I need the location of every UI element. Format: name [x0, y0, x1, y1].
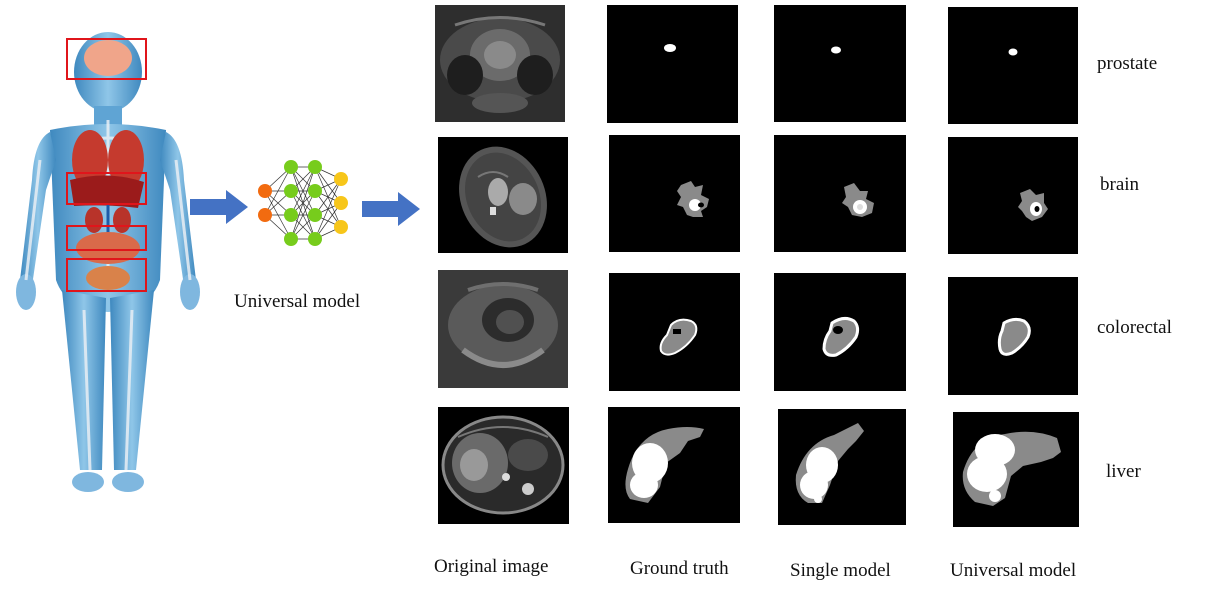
universal-model-liver: [953, 412, 1079, 527]
ground-truth-brain: [609, 135, 740, 252]
organ-label-colorectal: colorectal: [1097, 317, 1172, 338]
column-label-single-model: Single model: [790, 560, 891, 581]
single-model-prostate: [774, 5, 906, 122]
single-model-colorectal: [774, 273, 906, 391]
brain-organ: [84, 40, 132, 76]
column-label-universal-model: Universal model: [950, 560, 1077, 581]
original-image-prostate: [435, 5, 565, 122]
universal-model-colorectal: [948, 277, 1078, 395]
liver-organ: [70, 175, 144, 208]
organ-label-brain: brain: [1100, 174, 1140, 195]
original-image-colorectal: [438, 270, 568, 388]
column-label-ground-truth: Ground truth: [630, 558, 729, 579]
highlight-box-brain: [66, 38, 147, 80]
neural-network-icon: [258, 160, 348, 246]
lungs-organ: [72, 130, 108, 190]
model-label: Universal model: [234, 291, 361, 312]
pelvis-organ: [86, 266, 130, 290]
highlight-box-abdomen: [66, 172, 147, 205]
highlight-box-pelvis: [66, 258, 147, 292]
intestine-organ: [76, 232, 140, 264]
column-label-original: Original image: [434, 556, 549, 577]
organ-label-liver: liver: [1106, 461, 1141, 482]
organ-label-prostate: prostate: [1097, 53, 1158, 74]
arrow-to-model: [190, 190, 248, 224]
ground-truth-prostate: [607, 5, 738, 123]
original-image-liver: [438, 407, 569, 524]
universal-model-brain: [948, 137, 1078, 254]
single-model-liver: [778, 409, 906, 525]
human-body-figure: [16, 32, 200, 492]
ground-truth-liver: [608, 407, 740, 523]
original-image-brain: [438, 137, 568, 253]
ground-truth-colorectal: [609, 273, 740, 391]
universal-model-prostate: [948, 7, 1078, 124]
arrow-to-images: [362, 192, 420, 226]
highlight-box-colon: [66, 225, 147, 251]
single-model-brain: [774, 135, 906, 252]
